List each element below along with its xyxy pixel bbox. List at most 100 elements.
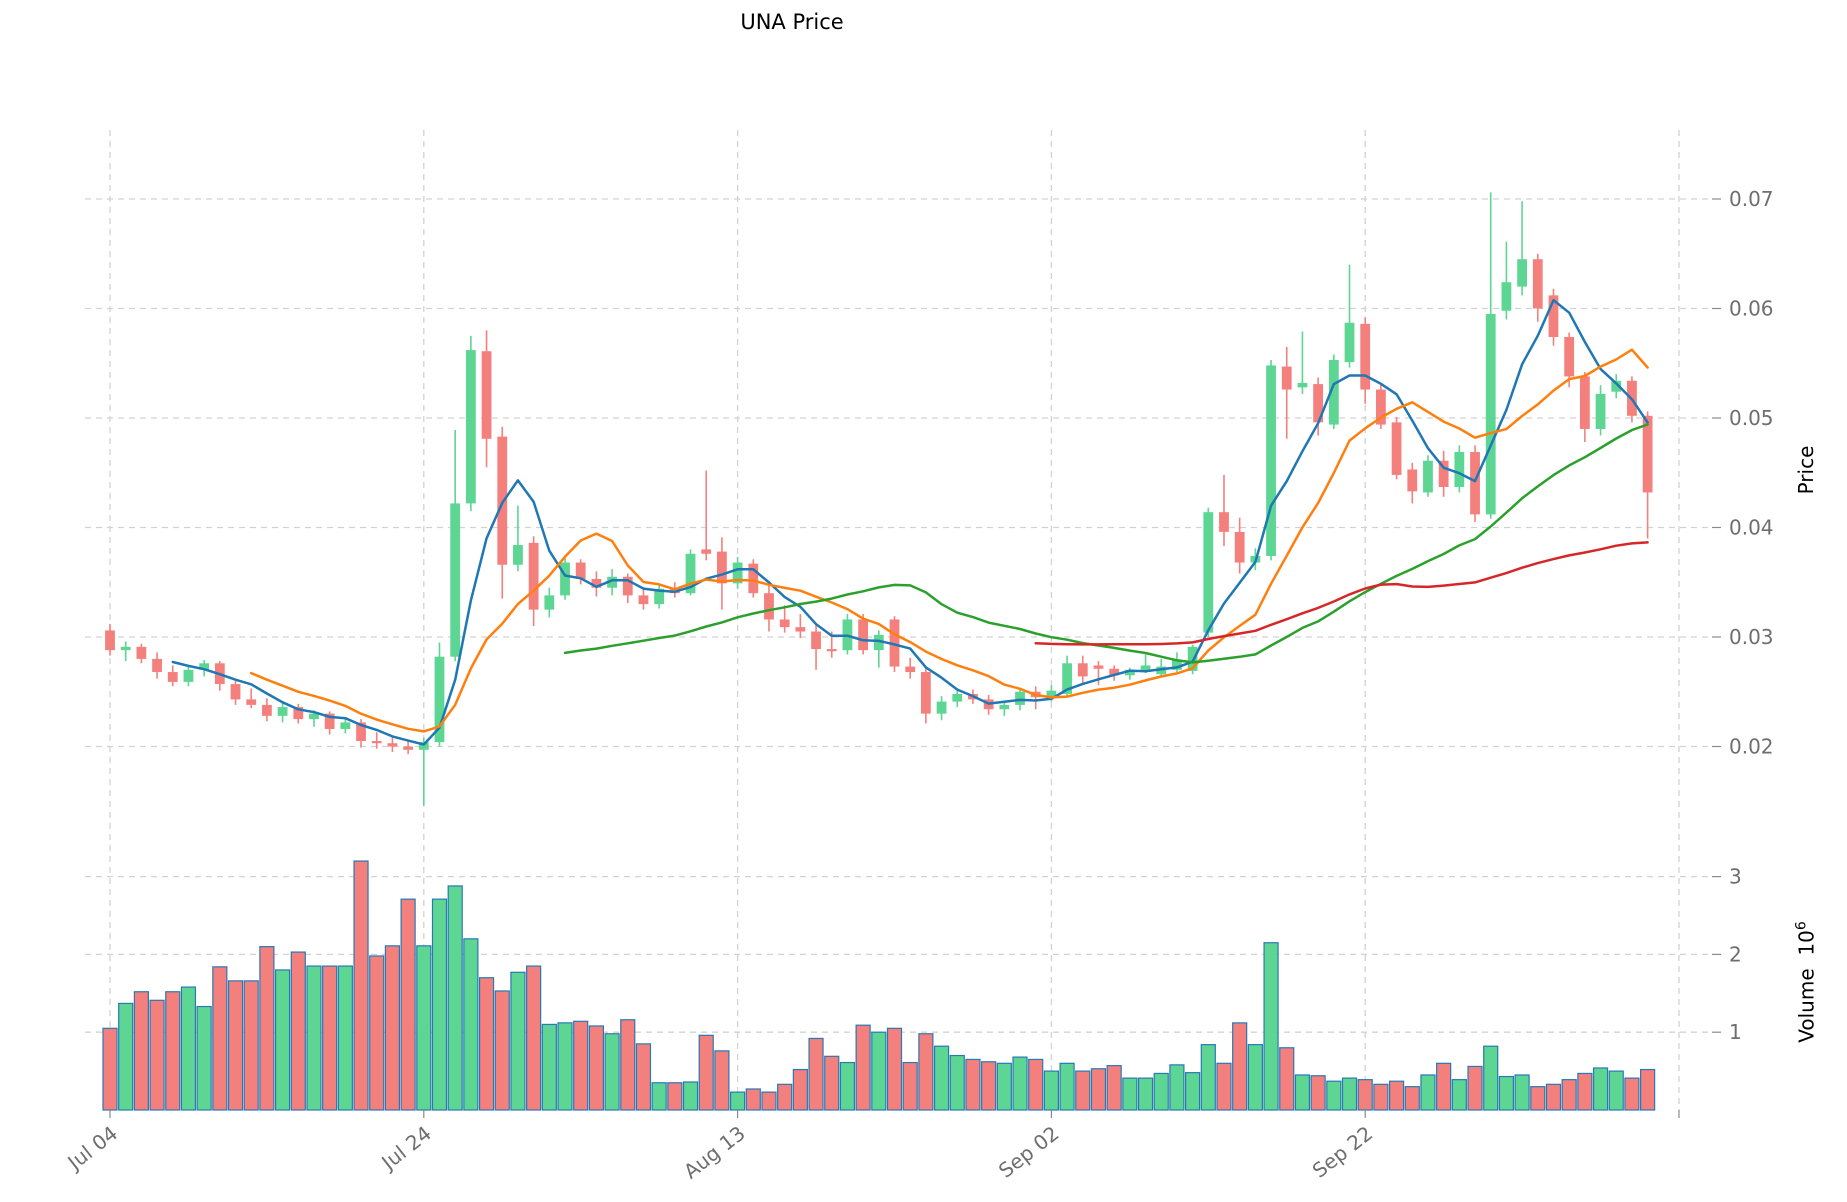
candle-body [183,669,194,682]
candles [105,192,1653,806]
x-tick-label: Sep 02 [994,1121,1064,1183]
volume-bar [1561,1079,1577,1111]
volume-bar [1608,1070,1624,1111]
volume-bar [1341,1077,1358,1111]
volume-bar [102,1027,118,1111]
candle-body [152,658,162,673]
candle-body [1579,376,1590,429]
candle-body [230,684,241,700]
candle-body [1611,380,1622,392]
volume-bar [886,1027,903,1111]
candle-body [1266,365,1276,556]
candle-body [544,595,555,610]
volume-bar [981,1061,997,1111]
candle-body [1062,663,1072,694]
volume-bar [761,1091,777,1111]
candle-body [1344,322,1355,363]
ma-line-60 [1034,541,1649,646]
volume-bar [353,860,369,1111]
volume-bar [1388,1080,1405,1111]
volume-bar [478,977,495,1111]
candle-body [920,672,931,714]
candle-body [1281,366,1292,390]
volume-bar [227,980,244,1111]
volume-axis-label: Volume 106 [1793,921,1819,1043]
ma-line-30 [563,423,1649,664]
candle-body [293,707,304,720]
volume-tick-label: 3 [1729,865,1742,889]
candle-body [1015,691,1025,705]
candle-body [701,549,712,554]
candle-body [1407,469,1418,492]
candle-body [654,588,665,605]
volume-bar [1216,1062,1232,1111]
candle-body [1548,295,1559,337]
candle-body [1234,531,1245,563]
candle-body [607,576,617,588]
volume-bar [1624,1077,1640,1111]
ma-line-5 [171,298,1649,746]
volume-bar [996,1062,1012,1111]
candle-body [1077,663,1088,677]
volume-bar [1420,1074,1436,1111]
volume-bar [1640,1068,1656,1111]
candle-body [309,713,319,720]
candle-body [622,576,633,596]
volume-bar [1263,942,1279,1111]
candle-body [1093,665,1104,669]
volume-bar [212,966,228,1111]
candle-body [528,542,539,610]
volume-bar [133,991,149,1111]
volume-bar [698,1034,714,1111]
volume-bar [165,991,181,1111]
volume-bar [745,1088,761,1111]
candle-body [936,701,947,714]
candle-body [1046,690,1057,698]
candle-body [685,553,696,594]
volume-bar [1467,1065,1483,1111]
candle-body [1642,415,1653,493]
volume-bar [243,980,259,1111]
candle-body [105,630,115,651]
price-tick-label: 0.07 [1729,187,1774,211]
candle-body [262,704,272,716]
candle-body [434,656,445,743]
volume-bar [933,1045,950,1111]
candle-body [450,503,461,657]
volume-bar [902,1061,918,1111]
volume-bar [431,898,448,1111]
volume-bar [1043,1070,1060,1111]
volume-bar [447,885,463,1111]
volume-bar [604,1033,620,1111]
candle-body [246,699,257,705]
candle-body [1532,259,1543,309]
volume-bar [1090,1068,1107,1111]
candle-body [1328,359,1339,425]
volume-bar [1592,1067,1609,1111]
candle-body [952,693,963,702]
candle-body [1423,460,1433,493]
volume-bar [777,1083,793,1111]
candle-body [638,595,649,605]
volume-bars [102,860,1656,1111]
volume-bar [463,938,479,1111]
volume-bar [557,1022,573,1111]
candle-body [356,722,366,742]
volume-bar [1200,1044,1216,1111]
volume-bar [1326,1080,1342,1111]
volume-bar [196,1005,212,1111]
volume-bar [871,1031,887,1111]
candle-body [889,619,900,667]
volume-bar [918,1033,934,1111]
volume-bar [510,971,526,1111]
volume-bar [322,965,338,1111]
candle-body [1140,665,1151,670]
volume-bar [118,1002,134,1111]
candle-body [1375,389,1386,425]
price-tick-label: 0.03 [1729,625,1774,649]
volume-bar [808,1037,824,1111]
candle-body [1203,512,1214,633]
candle-body [465,350,476,504]
volume-bar [1451,1079,1467,1111]
